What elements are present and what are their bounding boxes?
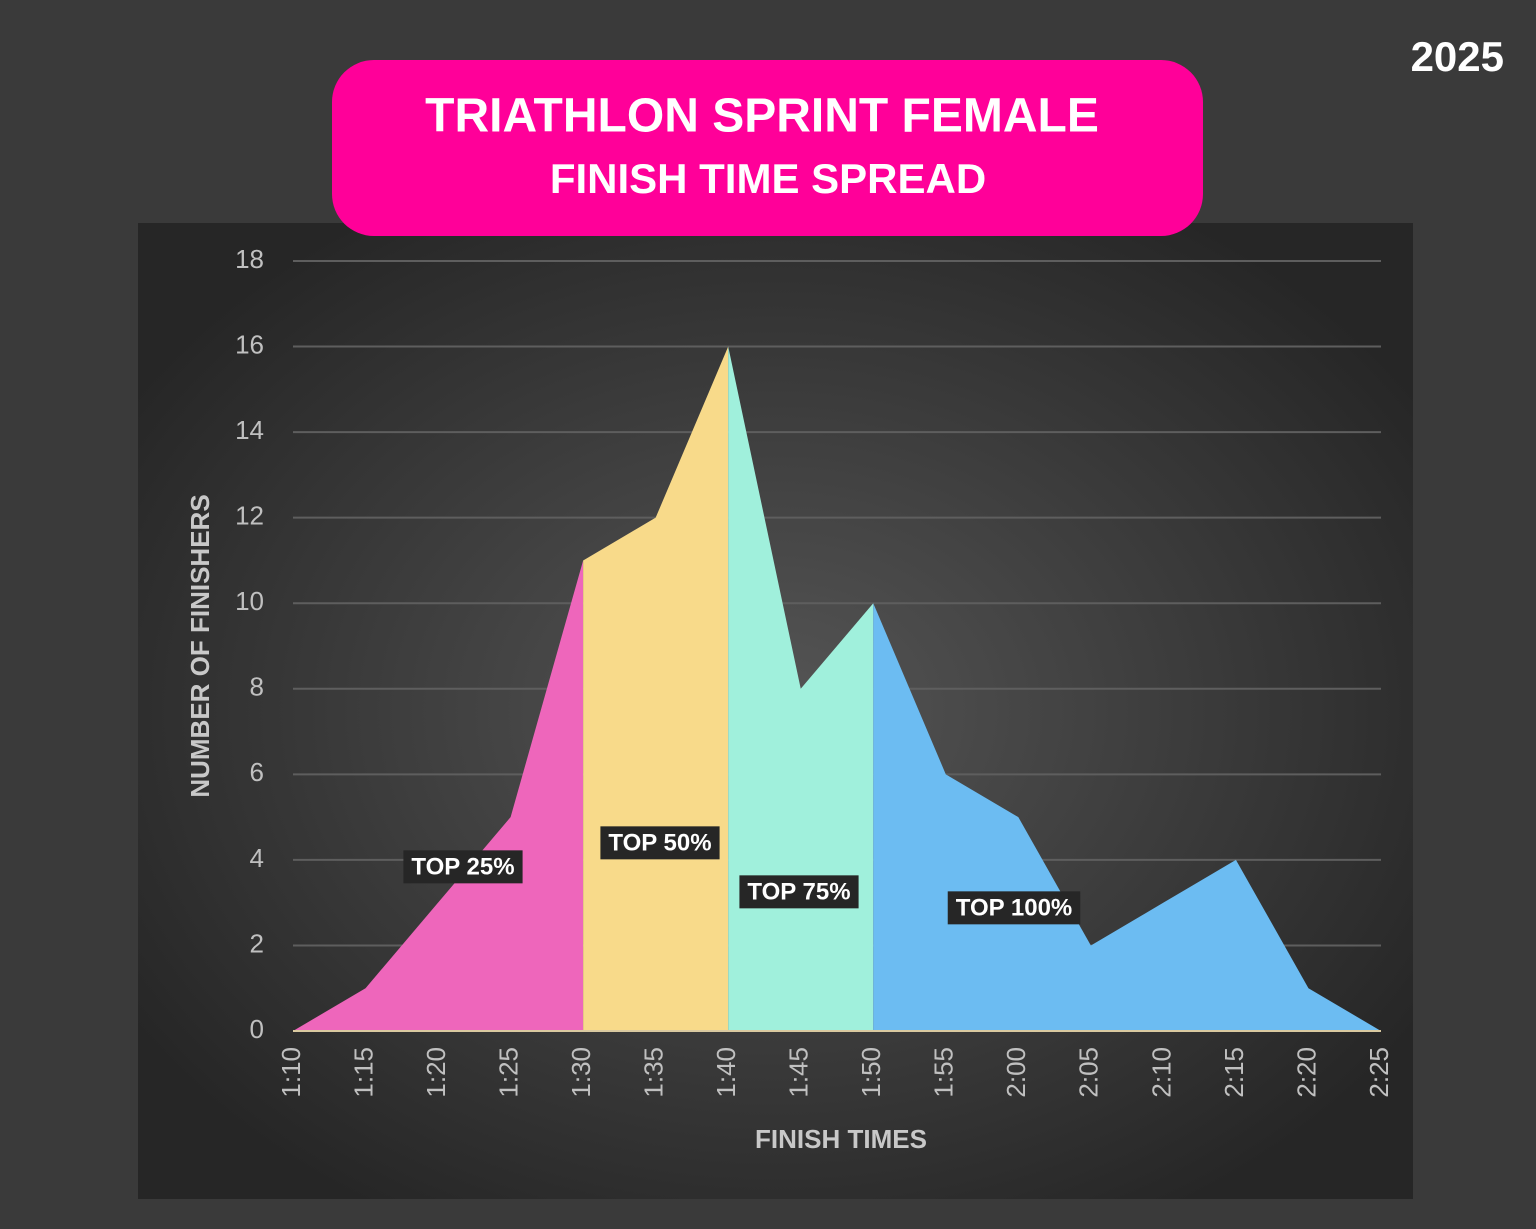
area bbox=[583, 346, 729, 1031]
x-tick-label: 2:00 bbox=[1001, 1047, 1031, 1098]
x-tick-label: 1:40 bbox=[711, 1047, 741, 1098]
y-tick-label: 2 bbox=[250, 928, 264, 958]
series-label: TOP 25% bbox=[411, 853, 514, 880]
year-label: 2025 bbox=[1411, 33, 1504, 80]
y-tick-label: 16 bbox=[235, 329, 264, 359]
x-tick-label: 2:25 bbox=[1364, 1047, 1394, 1098]
series-label-box bbox=[947, 891, 1081, 925]
y-tick-label: 4 bbox=[250, 843, 264, 873]
chart-title: TRIATHLON SPRINT FEMALE bbox=[425, 90, 1099, 143]
y-tick-label: 10 bbox=[235, 586, 264, 616]
x-tick-label: 1:10 bbox=[276, 1047, 306, 1098]
series-label-box bbox=[403, 850, 523, 884]
series-label-box bbox=[600, 826, 720, 860]
x-tick-label: 1:20 bbox=[421, 1047, 451, 1098]
y-axis-label: NUMBER OF FINISHERS bbox=[185, 494, 215, 797]
series-label: TOP 100% bbox=[956, 894, 1073, 921]
title-box bbox=[332, 60, 1203, 236]
x-tick-label: 2:20 bbox=[1291, 1047, 1321, 1098]
x-tick-label: 1:30 bbox=[566, 1047, 596, 1098]
x-tick-label: 2:05 bbox=[1074, 1047, 1104, 1098]
y-tick-label: 0 bbox=[250, 1014, 264, 1044]
series-label: TOP 75% bbox=[747, 878, 850, 905]
x-axis-label: FINISH TIMES bbox=[755, 1124, 927, 1154]
series-label: TOP 50% bbox=[608, 829, 711, 856]
y-tick-label: 18 bbox=[235, 244, 264, 274]
x-tick-label: 1:45 bbox=[784, 1047, 814, 1098]
x-tick-label: 2:15 bbox=[1219, 1047, 1249, 1098]
chart-subtitle: FINISH TIME SPREAD bbox=[550, 155, 986, 202]
series-label-box bbox=[739, 875, 859, 909]
x-tick-label: 1:50 bbox=[856, 1047, 886, 1098]
y-tick-label: 8 bbox=[250, 672, 264, 702]
x-tick-label: 1:55 bbox=[929, 1047, 959, 1098]
x-tick-label: 2:10 bbox=[1146, 1047, 1176, 1098]
x-tick-label: 1:15 bbox=[348, 1047, 378, 1098]
y-tick-label: 14 bbox=[235, 415, 264, 445]
y-tick-label: 6 bbox=[250, 757, 264, 787]
area bbox=[293, 560, 584, 1031]
x-tick-label: 1:25 bbox=[493, 1047, 523, 1098]
x-tick-label: 1:35 bbox=[639, 1047, 669, 1098]
area bbox=[728, 346, 874, 1031]
y-tick-label: 12 bbox=[235, 501, 264, 531]
